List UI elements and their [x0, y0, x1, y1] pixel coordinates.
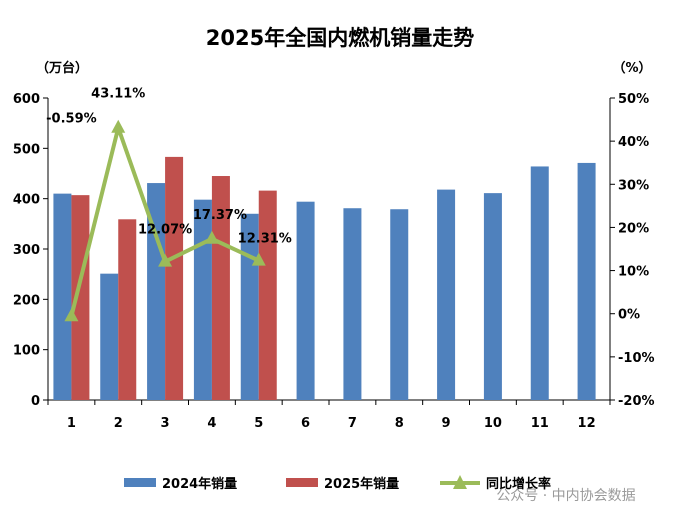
- growth-rate-marker: [111, 119, 126, 133]
- growth-rate-marker: [158, 253, 173, 267]
- plot-area: 0 100 200 300 400 500 600 -20% -10% 0% 10% 20% 30% 40…: [13, 87, 655, 431]
- x-tick-label: 4: [207, 416, 216, 431]
- x-tick-label: 9: [442, 416, 451, 431]
- bar-2024: [343, 208, 362, 400]
- legend-swatch: [286, 478, 318, 487]
- bar-2024: [483, 193, 502, 400]
- bar-2024: [296, 201, 315, 400]
- growth-rate-marker: [64, 308, 79, 322]
- x-tick-label: 10: [484, 416, 502, 431]
- legend-label: 2024年销量: [162, 476, 237, 492]
- right-tick-label: 40%: [618, 135, 649, 150]
- growth-rate-label: 17.37%: [193, 208, 247, 223]
- bar-2024: [530, 166, 549, 400]
- bar-2024: [53, 193, 72, 400]
- left-tick-label: 300: [13, 243, 40, 258]
- left-tick-label: 100: [13, 344, 40, 359]
- watermark-text: 公众号 · 中内协会数据: [496, 488, 635, 504]
- right-tick-label: 20%: [618, 221, 649, 236]
- bar-2024: [193, 199, 212, 400]
- left-tick-label: 400: [13, 193, 40, 208]
- left-tick-label: 200: [13, 293, 40, 308]
- legend-swatch-marker: [453, 475, 467, 489]
- bar-2025: [211, 176, 230, 400]
- x-tick-label: 5: [254, 416, 263, 431]
- chart-title: 2025年全国内燃机销量走势: [206, 26, 474, 50]
- legend: 2024年销量 2025年销量 同比增长率: [124, 475, 551, 492]
- right-tick-label: -10%: [618, 351, 655, 366]
- bar-2024: [390, 209, 409, 400]
- x-tick-label: 8: [395, 416, 404, 431]
- bar-2025: [165, 156, 184, 400]
- left-axis-unit: （万台）: [36, 60, 88, 76]
- legend-label: 2025年销量: [324, 476, 399, 492]
- growth-rate-marker: [251, 252, 266, 266]
- x-tick-label: 6: [301, 416, 310, 431]
- x-tick-label: 12: [578, 416, 596, 431]
- bar-2024: [437, 189, 456, 400]
- right-tick-label: -20%: [618, 394, 655, 409]
- x-tick-label: 11: [531, 416, 549, 431]
- bar-2024: [147, 183, 166, 400]
- left-tick-label: 0: [31, 394, 40, 409]
- bar-2024: [100, 273, 119, 400]
- legend-label: 同比增长率: [486, 476, 551, 492]
- right-tick-label: 50%: [618, 92, 649, 107]
- right-tick-label: 10%: [618, 265, 649, 280]
- growth-rate-label: 12.31%: [238, 232, 292, 247]
- right-tick-label: 0%: [618, 308, 640, 323]
- right-tick-label: 30%: [618, 178, 649, 193]
- growth-rate-label: 43.11%: [91, 87, 145, 102]
- bar-2024: [577, 162, 596, 400]
- growth-rate-label: -0.59%: [46, 111, 97, 126]
- left-tick-label: 500: [13, 142, 40, 157]
- x-tick-label: 7: [348, 416, 357, 431]
- growth-rate-label: 12.07%: [138, 223, 192, 238]
- x-tick-label: 1: [67, 416, 76, 431]
- bar-2025: [258, 190, 277, 400]
- growth-rate-marker: [204, 230, 219, 244]
- left-tick-label: 600: [13, 92, 40, 107]
- x-tick-label: 3: [161, 416, 170, 431]
- legend-swatch: [124, 478, 156, 487]
- bar-2025: [71, 195, 90, 400]
- bar-2025: [118, 219, 137, 400]
- x-tick-label: 2: [114, 416, 123, 431]
- right-axis-unit: （%）: [612, 60, 651, 76]
